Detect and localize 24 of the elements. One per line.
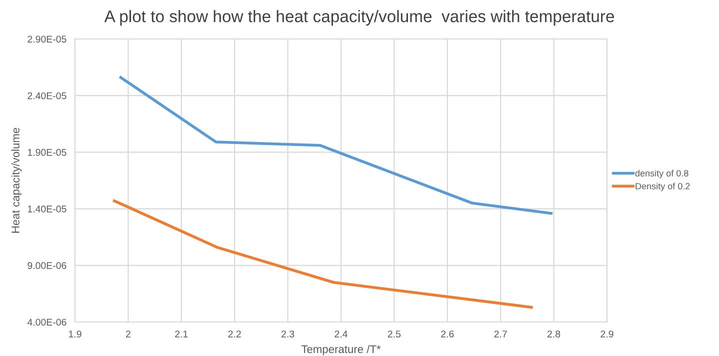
legend-label: density of 0.8	[635, 170, 688, 178]
x-tick-label: 2.9	[600, 330, 614, 338]
y-axis-title: Heat capacity/volume	[11, 128, 22, 233]
line-series	[119, 76, 553, 215]
chart-title: A plot to show how the heat capacity/volume varies with temperature	[104, 10, 614, 26]
y-tick-label: 2.40E-05	[28, 92, 66, 100]
x-tick-label: 2.3	[282, 330, 294, 338]
x-tick-label: 2.7	[494, 330, 507, 338]
line-series	[112, 199, 533, 309]
x-tick-label: 2.2	[228, 330, 241, 338]
x-tick-label: 2	[126, 330, 130, 338]
y-tick-label: 1.40E-05	[28, 206, 66, 212]
y-tick-label: 1.90E-05	[28, 148, 66, 156]
x-tick-label: 2.8	[548, 330, 560, 338]
x-tick-label: 1.9	[68, 330, 82, 338]
x-axis-title: Temperature /T*	[301, 344, 381, 356]
x-tick-label: 2.6	[441, 330, 454, 338]
x-tick-label: 2.4	[334, 330, 348, 338]
y-tick-label: 9.00E-06	[28, 262, 66, 270]
x-tick-label: 2.1	[175, 330, 188, 338]
y-tick-label: 4.00E-06	[27, 318, 66, 326]
y-tick-label: 2.90E-05	[28, 36, 66, 43]
legend-label: Density of 0.2	[636, 182, 690, 192]
x-tick-label: 2.5	[388, 330, 401, 338]
